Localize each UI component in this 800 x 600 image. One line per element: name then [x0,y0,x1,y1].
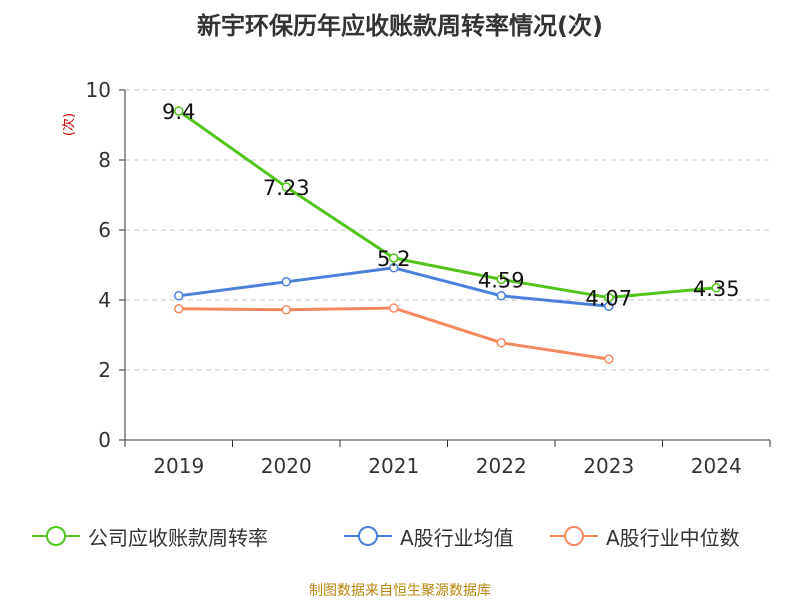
data-label: 4.35 [693,277,740,301]
y-tick-label: 6 [98,218,111,242]
legend-label: 公司应收账款周转率 [88,525,268,550]
x-tick-label: 2024 [691,454,742,478]
legend-marker-icon [344,526,392,546]
data-point [496,337,506,348]
x-tick-label: 2023 [583,454,634,478]
x-tick-label: 2020 [261,454,312,478]
legend-label: A股行业均值 [400,525,514,550]
series-line [178,306,609,361]
y-tick-label: 0 [98,428,111,452]
data-point [281,305,291,315]
x-tick-label: 2022 [476,454,527,478]
y-tick-label: 4 [98,288,111,312]
data-point [389,263,399,273]
series-line [177,109,717,300]
data-point [604,354,614,364]
legend-item: A股行业均值 [342,520,514,552]
chart-title: 新宇环保历年应收账款周转率情况(次) [197,12,603,40]
data-point [711,283,721,293]
data-point [496,291,506,301]
data-point [174,304,184,314]
data-label: 4.59 [478,268,525,292]
data-label: 9.4 [162,100,195,124]
data-point [604,292,614,303]
x-tick-label: 2019 [153,454,204,478]
data-label: 4.07 [585,287,632,311]
y-tick-label: 2 [98,358,111,382]
data-point [496,274,506,285]
legend-item: 公司应收账款周转率 [30,520,268,552]
data-point [174,291,184,301]
x-tick-label: 2021 [368,454,419,478]
data-point [389,253,399,263]
legend-marker-icon [32,526,80,546]
data-point [174,106,184,116]
chart-legend: 公司应收账款周转率 A股行业均值 A股行业中位数 [0,520,800,552]
legend-marker-icon [550,526,598,546]
legend-label: A股行业中位数 [606,525,740,550]
y-axis-unit-label: (次) [62,112,78,137]
legend-item: A股行业中位数 [548,520,740,552]
data-point [281,277,291,287]
y-tick-label: 10 [86,78,111,102]
data-point [281,182,291,192]
data-label: 5.2 [377,247,410,271]
data-label: 7.23 [263,176,310,200]
data-point [389,303,399,313]
data-source-note: 制图数据来自恒生聚源数据库 [309,583,491,599]
y-tick-label: 8 [98,148,111,172]
